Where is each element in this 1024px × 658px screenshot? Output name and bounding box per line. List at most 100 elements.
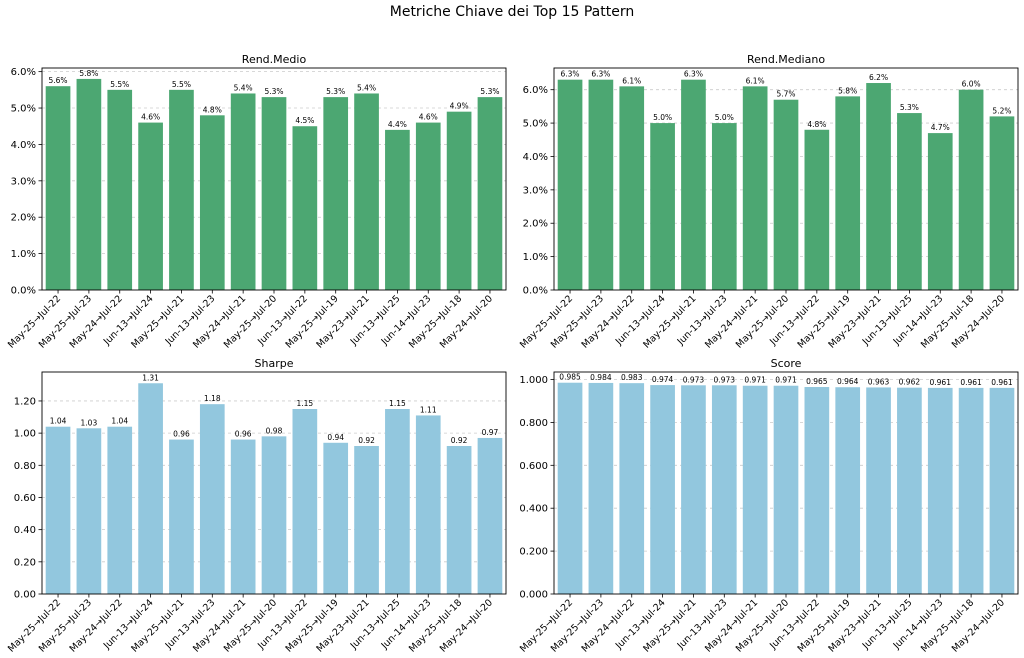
bar-value-label: 0.985 <box>559 373 581 382</box>
x-tick-label: May-25→Jul-19 <box>796 293 853 350</box>
bar-value-label: 4.8% <box>807 120 826 129</box>
bar <box>76 428 102 594</box>
bar <box>619 86 645 290</box>
bar <box>773 385 799 594</box>
bar-value-label: 0.974 <box>652 375 674 384</box>
y-tick-label: 5.0% <box>523 119 548 130</box>
bar-value-label: 0.96 <box>173 430 190 439</box>
x-tick-label: May-25→Jul-21 <box>129 597 186 654</box>
x-tick-label: May-24→Jul-21 <box>191 597 248 654</box>
bar <box>169 89 194 291</box>
y-tick-label: 3.0% <box>11 176 36 187</box>
x-tick-label: May-24→Jul-22 <box>580 597 637 654</box>
x-tick-label: May-23→Jul-21 <box>826 293 883 350</box>
x-tick-label: May-25→Jul-23 <box>37 597 94 654</box>
bar <box>989 116 1015 291</box>
y-tick-label: 0.60 <box>14 493 36 504</box>
bar-value-label: 5.0% <box>653 113 672 122</box>
bar-value-label: 0.94 <box>327 433 344 442</box>
y-tick-label: 4.0% <box>523 152 548 163</box>
bar <box>650 385 675 594</box>
bar <box>557 79 583 291</box>
bar-value-label: 0.983 <box>621 373 643 382</box>
x-tick-label: May-25→Jul-20 <box>222 293 279 350</box>
x-tick-label: May-25→Jul-23 <box>549 293 606 350</box>
y-tick-label: 5.0% <box>11 104 36 115</box>
y-tick-label: 0.400 <box>519 504 548 515</box>
bar-value-label: 1.03 <box>81 418 98 427</box>
bar-value-label: 0.98 <box>266 426 283 435</box>
y-tick-label: 0.800 <box>519 418 548 429</box>
bar-value-label: 5.3% <box>264 87 283 96</box>
bar-value-label: 0.971 <box>744 376 766 385</box>
y-tick-label: 2.0% <box>11 213 36 224</box>
x-tick-label: May-25→Jul-19 <box>796 597 853 654</box>
bar-value-label: 1.31 <box>142 373 159 382</box>
y-tick-label: 1.20 <box>14 396 36 407</box>
bar <box>199 404 225 594</box>
bar <box>588 79 614 291</box>
y-tick-label: 0.80 <box>14 461 36 472</box>
x-tick-label: May-25→Jul-22 <box>6 597 63 654</box>
bar-value-label: 5.4% <box>357 83 376 92</box>
y-tick-label: 1.00 <box>14 429 36 440</box>
bar-value-label: 0.92 <box>358 436 375 445</box>
bar-value-label: 5.0% <box>715 113 734 122</box>
x-tick-label: May-23→Jul-21 <box>314 293 371 350</box>
bar <box>742 86 768 290</box>
bar-value-label: 6.1% <box>746 76 765 85</box>
bar-value-label: 0.973 <box>683 375 705 384</box>
bar <box>804 387 830 594</box>
x-tick-label: May-24→Jul-20 <box>950 597 1007 654</box>
bar-value-label: 5.6% <box>49 76 68 85</box>
x-tick-label: May-25→Jul-23 <box>549 597 606 654</box>
bar <box>323 442 349 594</box>
bar <box>927 133 953 290</box>
bar <box>619 383 645 594</box>
bar <box>323 97 349 291</box>
y-tick-label: 6.0% <box>523 85 548 96</box>
bar <box>354 93 379 291</box>
bar-value-label: 0.961 <box>991 378 1013 387</box>
bar <box>446 446 472 594</box>
bar-value-label: 0.973 <box>714 375 736 384</box>
bar <box>742 385 768 594</box>
bar-value-label: 1.18 <box>204 394 221 403</box>
y-tick-label: 0.40 <box>14 525 36 536</box>
bar <box>835 387 861 594</box>
x-tick-label: May-25→Jul-19 <box>284 293 341 350</box>
page-title: Metriche Chiave dei Top 15 Pattern <box>389 4 635 20</box>
bar <box>711 123 737 291</box>
bar-value-label: 5.3% <box>326 87 345 96</box>
bar <box>588 382 614 594</box>
x-tick-label: May-24→Jul-21 <box>191 293 248 350</box>
bar <box>354 446 379 594</box>
x-tick-label: May-25→Jul-19 <box>284 597 341 654</box>
bar <box>138 383 163 594</box>
y-tick-label: 0.0% <box>11 286 36 297</box>
bar-value-label: 0.962 <box>899 378 921 387</box>
x-tick-label: May-25→Jul-22 <box>518 293 575 350</box>
x-tick-label: May-24→Jul-20 <box>438 597 495 654</box>
bar-value-label: 6.2% <box>869 73 888 82</box>
x-tick-label: May-25→Jul-20 <box>734 597 791 654</box>
bar-value-label: 0.963 <box>868 377 890 386</box>
bar <box>415 122 441 290</box>
bar-value-label: 0.964 <box>837 377 859 386</box>
subplot-title: Rend.Medio <box>242 53 307 66</box>
bar-value-label: 0.965 <box>806 377 828 386</box>
bar <box>107 426 133 594</box>
bar-value-label: 4.4% <box>388 120 407 129</box>
y-tick-label: 2.0% <box>523 219 548 230</box>
bar <box>866 83 891 290</box>
bar-value-label: 0.971 <box>775 376 797 385</box>
bar <box>989 387 1015 594</box>
x-tick-label: May-25→Jul-22 <box>6 293 63 350</box>
bar-value-label: 4.7% <box>931 123 950 132</box>
y-tick-label: 0.200 <box>519 547 548 558</box>
bar <box>711 385 737 594</box>
bar <box>385 409 410 594</box>
bar <box>292 126 318 290</box>
bar-value-label: 5.5% <box>110 80 129 89</box>
bar-value-label: 0.97 <box>482 428 499 437</box>
